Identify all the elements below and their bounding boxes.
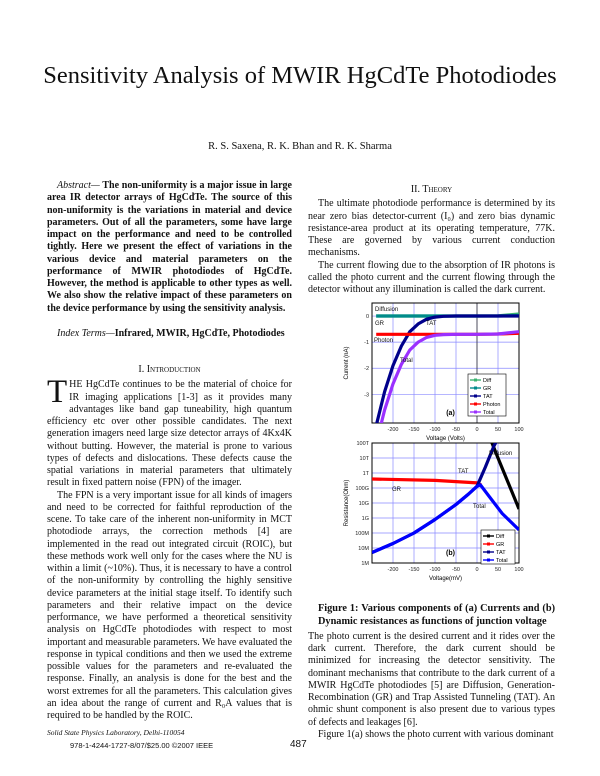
y-tick-label: 100T (356, 441, 369, 447)
theory-heading: II. Theory (410, 184, 453, 195)
index-terms: Index Terms—Infrared, MWIR, HgCdTe, Phot… (47, 328, 292, 340)
y-tick-label: 0 (366, 314, 369, 320)
y-tick-label: 1G (362, 516, 369, 522)
y-tick-label: 10M (358, 546, 369, 552)
curve-annotation: GR (392, 487, 402, 493)
series-line-total (379, 330, 519, 424)
figure-1a-current-chart: -200 -150 -100 -50 0 50 100 0 -1 -2 -3 Voltage (Vol… (344, 302, 524, 442)
legend-marker (487, 542, 490, 546)
authors: R. S. Saxena, R. K. Bhan and R. K. Sharm… (208, 141, 392, 152)
curve-annotation: Diffusion (375, 307, 398, 313)
x-tick-label: -150 (408, 567, 419, 573)
x-tick-label: -200 (387, 427, 398, 433)
legend-marker (487, 534, 490, 538)
y-tick-label: -2 (364, 366, 369, 372)
x-tick-label: 0 (475, 427, 478, 433)
curve-annotation: Photon (374, 338, 393, 344)
x-tick-label: -200 (387, 567, 398, 573)
x-tick-label: 100 (514, 567, 523, 573)
x-tick-label: -50 (452, 427, 460, 433)
legend-marker (474, 386, 477, 390)
intro-heading: I. Introduction (138, 364, 201, 375)
abstract-label: Abstract— (57, 180, 100, 191)
affiliation: Solid State Physics Laboratory, Delhi-11… (47, 728, 185, 738)
abstract-text: The non-uniformity is a major issue in l… (47, 180, 292, 314)
legend-label: Diff (483, 378, 492, 384)
figure-caption: Figure 1: Various components of (a) Curr… (318, 603, 555, 627)
legend-label: GR (483, 386, 491, 392)
x-tick-label: 50 (495, 427, 501, 433)
theory-paragraph: The ultimate photodiode performance is d… (308, 198, 555, 259)
legend-marker (487, 550, 490, 554)
x-tick-label: 50 (495, 567, 501, 573)
intro-paragraph: T HE HgCdTe continues to be the material … (47, 374, 292, 489)
left-column: Abstract— The non-uniformity is a major … (47, 180, 307, 754)
theory-paragraph: The photo current is the desired current… (308, 630, 555, 728)
x-axis-label: Voltage (Volts) (426, 436, 465, 442)
index-terms-label: Index Terms— (57, 327, 115, 339)
curve-annotation: TAT (458, 469, 469, 475)
y-tick-label: 1T (363, 471, 370, 477)
y-tick-label: 10G (359, 501, 369, 507)
legend-label: Total (496, 558, 508, 564)
curve-annotation: Total (400, 358, 413, 364)
copyright: 978-1-4244-1727-8/07/$25.00 ©2007 IEEE (70, 741, 214, 751)
legend-marker (474, 394, 477, 398)
plot-frame (371, 302, 520, 424)
drop-cap: T (47, 374, 68, 411)
x-tick-label: 100 (514, 427, 523, 433)
y-tick-label: -3 (364, 393, 369, 399)
y-tick-label: 100G (356, 486, 369, 492)
curve-annotation: TAT (426, 321, 437, 327)
figure-1b-resistance-chart: -200 -150 -100 -50 0 50 100 1M 10M 100M 1G 10G 100G 1… (344, 441, 524, 582)
x-tick-label: -50 (452, 567, 460, 573)
legend-marker (487, 558, 490, 562)
y-tick-label: -1 (364, 340, 369, 346)
x-tick-label: 0 (475, 567, 478, 573)
theory-paragraph: Figure 1(a) shows the photo current with… (318, 728, 554, 740)
x-tick-label: -150 (408, 427, 419, 433)
legend-marker (474, 410, 477, 414)
page-footer: Solid State Physics Laboratory, Delhi-11… (47, 722, 307, 754)
x-tick-label: -100 (429, 567, 440, 573)
y-tick-label: 1M (361, 561, 369, 567)
legend-label: GR (496, 542, 504, 548)
curve-annotation: Diffusion (489, 451, 512, 457)
right-column: II. Theory The ultimate photodiode perfo… (308, 184, 555, 741)
page-number: 487 (290, 739, 307, 751)
plot-frame (371, 442, 520, 564)
x-tick-label: -100 (429, 427, 440, 433)
paper-title: Sensitivity Analysis of MWIR HgCdTe Phot… (43, 62, 557, 89)
series-line-gr (372, 477, 482, 487)
y-tick-label: 10T (360, 456, 370, 462)
y-axis-label: Resistance(Ohm) (344, 480, 350, 527)
intro-paragraph: The FPN is a very important issue for al… (47, 489, 293, 722)
legend-label: Photon (483, 402, 500, 408)
x-axis-label: Voltage(mV) (429, 576, 462, 582)
intro-text: HE HgCdTe continues to be the material o… (47, 379, 292, 489)
y-axis-label: Current (nA) (344, 347, 350, 380)
legend-label: Total (483, 410, 495, 416)
curve-annotation: Total (473, 504, 486, 510)
index-terms-text: Infrared, MWIR, HgCdTe, Photodiodes (114, 327, 285, 339)
abstract: Abstract— The non-uniformity is a major … (47, 180, 292, 315)
panel-label: (b) (446, 550, 455, 557)
panel-label: (a) (446, 410, 455, 417)
legend-label: TAT (496, 550, 506, 556)
series-line-total (372, 483, 519, 555)
theory-paragraph: The current flowing due to the absorptio… (308, 259, 555, 296)
series-line-tat (375, 314, 519, 424)
legend-marker (474, 378, 477, 382)
y-tick-label: 100M (355, 531, 369, 537)
legend-label: Diff (496, 534, 505, 540)
legend-marker (474, 402, 477, 406)
curve-annotation: GR (375, 321, 385, 327)
legend-label: TAT (483, 394, 493, 400)
